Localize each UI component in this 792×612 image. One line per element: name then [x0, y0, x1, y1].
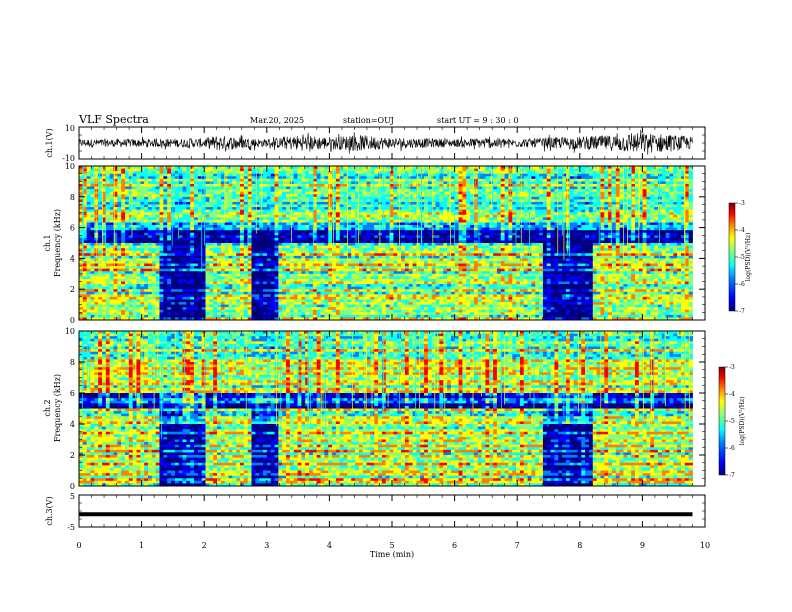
ch2-colorbar: -3 -4 -5 -6 -7 log(PSD)(V²/Hz) [718, 364, 746, 479]
spectrogram-ytick: 10 [65, 327, 75, 336]
colorbar-tick: -7 [729, 472, 735, 479]
ch2-spectrogram-ticks: 0 2 4 6 8 10 [65, 327, 705, 491]
time-xtick: 6 [452, 541, 457, 550]
time-xtick: 7 [515, 541, 520, 550]
header-station: station=OUJ [343, 116, 394, 125]
spectrogram-ytick: 8 [70, 193, 75, 202]
colorbar-tick: -7 [739, 308, 745, 315]
time-xtick: 8 [577, 541, 582, 550]
ch1-spectrogram-image [79, 166, 693, 321]
ch1-waveform-ylabel: ch.1(V) [45, 128, 54, 157]
time-xtick: 9 [640, 541, 645, 550]
header-date: Mar.20, 2025 [250, 116, 304, 125]
ch2-colorbar-label: log(PSD)(V²/Hz) [739, 397, 746, 446]
spectrogram-ytick: 0 [70, 482, 75, 491]
ch3-ytick-bottom: -5 [67, 523, 75, 532]
ch1-waveform-line [78, 129, 693, 155]
ch1-spectrogram-ylabel-line2: Frequency (kHz) [53, 209, 62, 277]
ch2-spectrogram-panel: 0 2 4 6 8 10 ch.2 Frequency (kHz) [43, 327, 706, 491]
colorbar-tick: -4 [729, 391, 735, 398]
spectrogram-ytick: 6 [70, 224, 75, 233]
spectrogram-ytick: 4 [70, 254, 75, 263]
ch1-spectrogram-panel: 0 2 4 6 8 10 ch.1 Frequency (kHz) [43, 162, 706, 325]
ch1-colorbar: -3 -4 -5 -6 -7 log(PSD)(V²/Hz) [728, 200, 752, 315]
colorbar-tick: -6 [739, 281, 745, 288]
ch3-ytick-top: 5 [70, 492, 75, 501]
time-xtick: 10 [700, 541, 710, 550]
ch1-ytick-bottom: -10 [62, 154, 75, 163]
header-start-time: start UT = 9 : 30 : 0 [437, 116, 518, 125]
spectrogram-ytick: 10 [65, 162, 75, 171]
ch1-spectrogram-ylabel-line1: ch.1 [43, 234, 52, 251]
ch2-spectrogram-ylabel-line1: ch.2 [43, 399, 52, 416]
time-xtick: 2 [202, 541, 207, 550]
ch1-waveform-panel: 10 -10 ch.1(V) [45, 124, 706, 163]
ch3-signal-ylabel: ch.3(V) [45, 496, 54, 525]
spectrogram-ytick: 8 [70, 358, 75, 367]
ch2-spectrogram-image [79, 331, 693, 487]
colorbar-tick: -6 [729, 445, 735, 452]
colorbar-tick: -3 [739, 200, 745, 207]
time-xaxis: 0 1 2 3 4 5 6 7 8 9 10 [76, 126, 710, 550]
spectrogram-ytick: 0 [70, 316, 75, 325]
figure-title: VLF Spectra [78, 113, 149, 126]
spectrogram-ytick: 2 [70, 285, 75, 294]
colorbar-tick: -5 [739, 254, 745, 261]
ch1-ytick-top: 10 [65, 124, 75, 133]
spectrogram-ytick: 6 [70, 389, 75, 398]
spectrogram-ytick: 2 [70, 451, 75, 460]
time-xtick: 3 [264, 541, 269, 550]
spectrogram-ytick: 4 [70, 420, 75, 429]
time-xaxis-label: Time (min) [370, 550, 414, 559]
ch1-spectrogram-ticks: 0 2 4 6 8 10 [65, 162, 705, 325]
time-xtick: 4 [327, 541, 332, 550]
colorbar-tick: -4 [739, 227, 745, 234]
ch1-colorbar-label: log(PSD)(V²/Hz) [745, 233, 752, 282]
colorbar-tick: -3 [729, 364, 735, 371]
time-xtick: 5 [389, 541, 394, 550]
time-xtick: 0 [76, 541, 81, 550]
ch3-signal-panel: 5 -5 ch.3(V) [45, 492, 706, 532]
colorbar-tick: -5 [729, 418, 735, 425]
time-xtick: 1 [139, 541, 144, 550]
ch2-spectrogram-ylabel-line2: Frequency (kHz) [53, 374, 62, 442]
